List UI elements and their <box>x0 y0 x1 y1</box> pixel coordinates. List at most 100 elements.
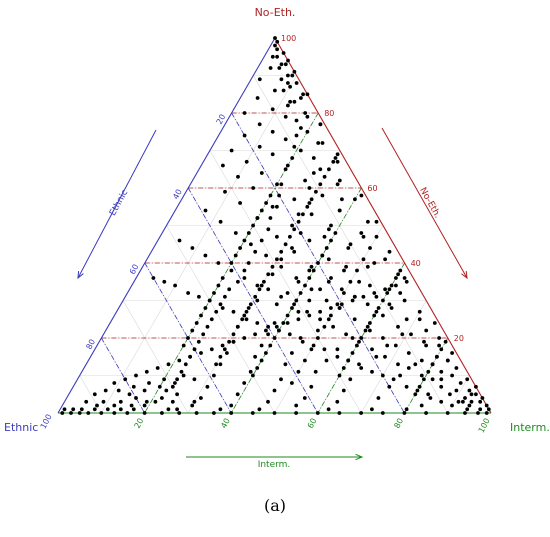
data-point <box>131 384 136 389</box>
data-point <box>199 351 203 355</box>
data-point <box>264 328 268 333</box>
data-point <box>270 152 275 157</box>
data-point <box>209 317 214 322</box>
data-point <box>275 204 279 209</box>
data-point <box>341 366 346 370</box>
data-point <box>253 294 258 299</box>
data-point <box>316 261 320 265</box>
data-point <box>283 167 288 172</box>
data-point <box>313 369 318 374</box>
data-point <box>290 156 295 160</box>
data-point <box>266 332 270 337</box>
data-point <box>166 407 171 412</box>
data-point <box>409 332 413 337</box>
data-point <box>288 84 292 89</box>
data-point <box>272 321 277 325</box>
data-point <box>244 317 249 322</box>
data-point <box>400 332 405 337</box>
data-point <box>231 339 236 344</box>
data-point <box>309 212 314 217</box>
tick-label-interm: 20 <box>133 417 146 430</box>
data-point <box>299 126 303 130</box>
data-point <box>248 369 253 374</box>
data-point <box>248 302 253 307</box>
data-point <box>458 381 463 385</box>
data-point <box>419 373 424 378</box>
data-point <box>337 208 342 213</box>
data-point <box>77 411 82 415</box>
data-point <box>335 182 340 187</box>
data-point <box>290 306 294 310</box>
data-point <box>357 339 361 344</box>
data-point <box>275 257 279 262</box>
data-point <box>99 411 104 415</box>
data-point <box>229 403 234 408</box>
data-point <box>259 358 264 363</box>
data-point <box>474 392 478 397</box>
data-point <box>320 141 325 145</box>
data-point <box>253 354 257 359</box>
tick-label-no-eth: 40 <box>411 259 421 268</box>
data-point <box>309 384 314 389</box>
data-point <box>357 362 361 367</box>
data-point <box>335 399 340 404</box>
data-point <box>246 231 251 235</box>
data-point <box>322 174 327 179</box>
data-point <box>279 294 283 299</box>
data-point <box>469 399 474 404</box>
data-point <box>274 302 279 307</box>
data-point <box>60 411 65 415</box>
data-point <box>307 298 312 303</box>
data-point <box>348 377 353 382</box>
data-point <box>387 287 392 292</box>
data-point <box>257 122 262 127</box>
data-point <box>286 103 290 108</box>
data-point <box>422 339 426 344</box>
data-point <box>329 223 333 228</box>
data-point <box>329 238 333 243</box>
data-point <box>214 309 219 314</box>
data-point <box>480 396 485 400</box>
data-point <box>153 399 158 404</box>
data-point <box>322 234 327 239</box>
data-point <box>266 227 271 232</box>
data-point <box>294 298 299 303</box>
data-point <box>288 234 292 239</box>
data-point <box>212 373 216 378</box>
data-point <box>244 309 249 314</box>
data-point <box>335 354 340 359</box>
data-point <box>383 287 387 292</box>
data-point <box>385 291 390 295</box>
data-point <box>463 396 467 400</box>
data-point <box>307 201 312 205</box>
data-point <box>186 336 190 340</box>
data-point <box>294 81 299 85</box>
data-point <box>424 343 428 348</box>
data-point <box>253 249 258 254</box>
data-point <box>259 283 264 288</box>
data-point <box>283 114 288 119</box>
data-point <box>259 343 264 348</box>
data-point <box>221 163 225 168</box>
data-point <box>274 324 279 329</box>
data-point <box>350 351 355 355</box>
data-point <box>222 347 227 352</box>
tick-labels: 20 40 60 80 100 20 40 60 80 100 20 40 60 80 100 <box>39 34 492 434</box>
data-point <box>374 234 379 239</box>
data-point <box>214 362 219 367</box>
data-point <box>301 92 305 97</box>
data-point <box>268 343 273 348</box>
data-point <box>365 264 370 269</box>
data-point <box>275 182 279 187</box>
data-point <box>391 377 396 382</box>
data-point <box>305 129 310 134</box>
data-point <box>236 279 240 284</box>
data-point <box>346 358 351 363</box>
data-point <box>173 283 178 288</box>
data-point <box>348 279 353 284</box>
data-point <box>445 411 450 415</box>
data-point <box>417 309 422 314</box>
data-point <box>396 362 400 367</box>
ref-line-interm <box>317 262 405 414</box>
data-point <box>255 216 260 220</box>
